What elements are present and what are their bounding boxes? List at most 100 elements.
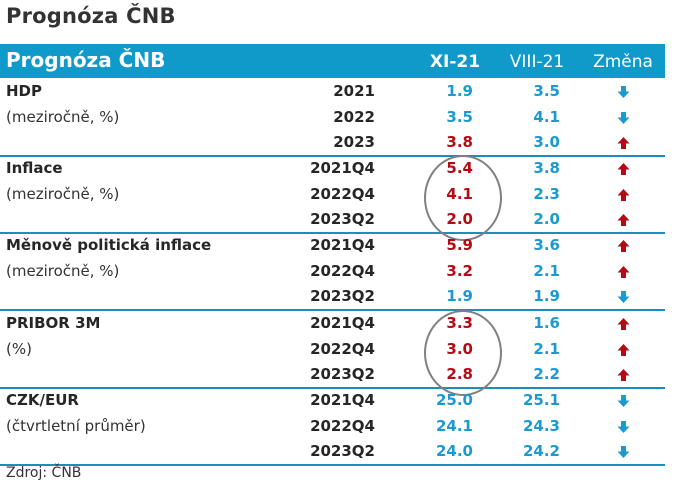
period-label: 2023Q2	[310, 365, 375, 383]
arrow-down-icon	[617, 111, 630, 124]
value-viii-21: 3.5	[533, 82, 560, 100]
arrow-up-shape	[617, 343, 630, 356]
arrow-down-shape	[617, 420, 630, 433]
section-inflace: Inflace (meziročně, %) 2021Q4 5.4 3.8 2022Q4 4…	[0, 155, 665, 234]
value-xi-21: 3.2	[446, 261, 473, 280]
arrow-up-icon	[617, 240, 630, 252]
section-unit: (meziročně, %)	[6, 108, 120, 126]
value-viii-21: 2.1	[533, 261, 560, 280]
arrow-up-shape	[617, 318, 630, 330]
section-unit: (meziročně, %)	[6, 185, 120, 203]
value-xi-21: 2.0	[446, 210, 473, 228]
table-header: Prognóza ČNB XI-21 VIII-21 Změna	[0, 44, 665, 78]
arrow-up-shape	[617, 265, 630, 278]
table-row: 2023Q2 24.0 24.2	[0, 440, 665, 465]
period-label: 2022Q4	[310, 339, 375, 358]
section-label: Měnově politická inflace	[6, 236, 212, 254]
value-viii-21: 2.3	[533, 184, 560, 203]
table-row: 2023Q2 1.9 1.9	[0, 285, 665, 310]
arrow-down-icon	[617, 86, 630, 98]
value-viii-21: 2.0	[533, 210, 560, 228]
table-row: 2022Q4 3.2 2.1	[0, 260, 665, 285]
section-unit: (%)	[6, 340, 32, 358]
value-xi-21: 1.9	[446, 82, 473, 100]
value-xi-21: 25.0	[435, 391, 473, 409]
table-row: 2022 3.5 4.1	[0, 106, 665, 131]
value-xi-21: 3.0	[446, 339, 473, 358]
value-viii-21: 3.6	[533, 236, 560, 254]
table-row: 2021Q4 25.0 25.1	[0, 389, 665, 414]
table-row: 2023Q2 2.8 2.2	[0, 363, 665, 388]
period-label: 2022Q4	[310, 261, 375, 280]
period-label: 2021Q4	[310, 159, 375, 177]
table-row: 2021Q4 5.9 3.6	[0, 234, 665, 259]
table-row: 2021 1.9 3.5	[0, 80, 665, 105]
arrow-up-icon	[617, 369, 630, 381]
section-menove-politicka-inflace: Měnově politická inflace (meziročně, %) 20…	[0, 232, 665, 311]
value-xi-21: 3.3	[446, 314, 473, 332]
value-viii-21: 1.6	[533, 314, 560, 332]
value-viii-21: 24.2	[522, 442, 560, 460]
period-label: 2021	[333, 82, 375, 100]
section-pribor-3m: PRIBOR 3M (%) 2021Q4 3.3 1.6 2022Q4 3.0 2.1 2023…	[0, 310, 665, 389]
arrow-up-icon	[617, 163, 630, 175]
column-header-change: Změna	[593, 52, 653, 72]
table-row: 2022Q4 3.0 2.1	[0, 338, 665, 363]
period-label: 2023Q2	[310, 442, 375, 460]
section-hdp: HDP (meziročně, %) 2021 1.9 3.5 2022 3.5 4.1 202…	[0, 78, 665, 157]
section-label: HDP	[6, 82, 42, 100]
arrow-down-icon	[617, 291, 630, 303]
value-viii-21: 1.9	[533, 287, 560, 305]
table-row: 2023 3.8 3.0	[0, 131, 665, 156]
value-xi-21: 5.9	[446, 236, 473, 254]
arrow-down-icon	[617, 420, 630, 433]
value-viii-21: 24.3	[522, 416, 560, 435]
arrow-down-shape	[617, 395, 630, 407]
arrow-up-icon	[617, 265, 630, 278]
section-label: Inflace	[6, 159, 63, 177]
column-header-viii-21: VIII-21	[509, 52, 565, 72]
period-label: 2021Q4	[310, 236, 375, 254]
period-label: 2022	[333, 107, 375, 126]
value-xi-21: 2.8	[446, 365, 473, 383]
arrow-down-shape	[617, 86, 630, 98]
arrow-up-icon	[617, 137, 630, 149]
arrow-up-icon	[617, 214, 630, 226]
period-label: 2022Q4	[310, 416, 375, 435]
value-xi-21: 24.0	[435, 442, 473, 460]
period-label: 2023Q2	[310, 210, 375, 228]
arrow-down-shape	[617, 111, 630, 124]
table-title: Prognóza ČNB	[6, 48, 166, 72]
value-viii-21: 2.1	[533, 339, 560, 358]
value-xi-21: 24.1	[435, 416, 473, 435]
value-viii-21: 4.1	[533, 107, 560, 126]
arrow-down-shape	[617, 446, 630, 458]
section-unit: (meziročně, %)	[6, 262, 120, 280]
table-row: 2022Q4 24.1 24.3	[0, 415, 665, 440]
column-header-xi-21: XI-21	[429, 52, 481, 72]
arrow-up-shape	[617, 214, 630, 226]
section-label: CZK/EUR	[6, 391, 79, 409]
table-row: 2022Q4 4.1 2.3	[0, 183, 665, 208]
value-xi-21: 5.4	[446, 159, 473, 177]
period-label: 2023Q2	[310, 287, 375, 305]
page-title: Prognóza ČNB	[6, 4, 176, 28]
value-xi-21: 1.9	[446, 287, 473, 305]
table-row: 2021Q4 3.3 1.6	[0, 312, 665, 337]
section-label: PRIBOR 3M	[6, 314, 101, 332]
table-row: 2023Q2 2.0 2.0	[0, 208, 665, 233]
arrow-up-shape	[617, 240, 630, 252]
arrow-up-shape	[617, 188, 630, 201]
value-xi-21: 3.8	[446, 133, 473, 151]
value-viii-21: 3.8	[533, 159, 560, 177]
period-label: 2022Q4	[310, 184, 375, 203]
value-viii-21: 2.2	[533, 365, 560, 383]
table-row: 2021Q4 5.4 3.8	[0, 157, 665, 182]
period-label: 2023	[333, 133, 375, 151]
arrow-down-icon	[617, 446, 630, 458]
value-xi-21: 3.5	[446, 107, 473, 126]
arrow-up-shape	[617, 163, 630, 175]
period-label: 2021Q4	[310, 391, 375, 409]
arrow-up-icon	[617, 343, 630, 356]
arrow-up-shape	[617, 137, 630, 149]
